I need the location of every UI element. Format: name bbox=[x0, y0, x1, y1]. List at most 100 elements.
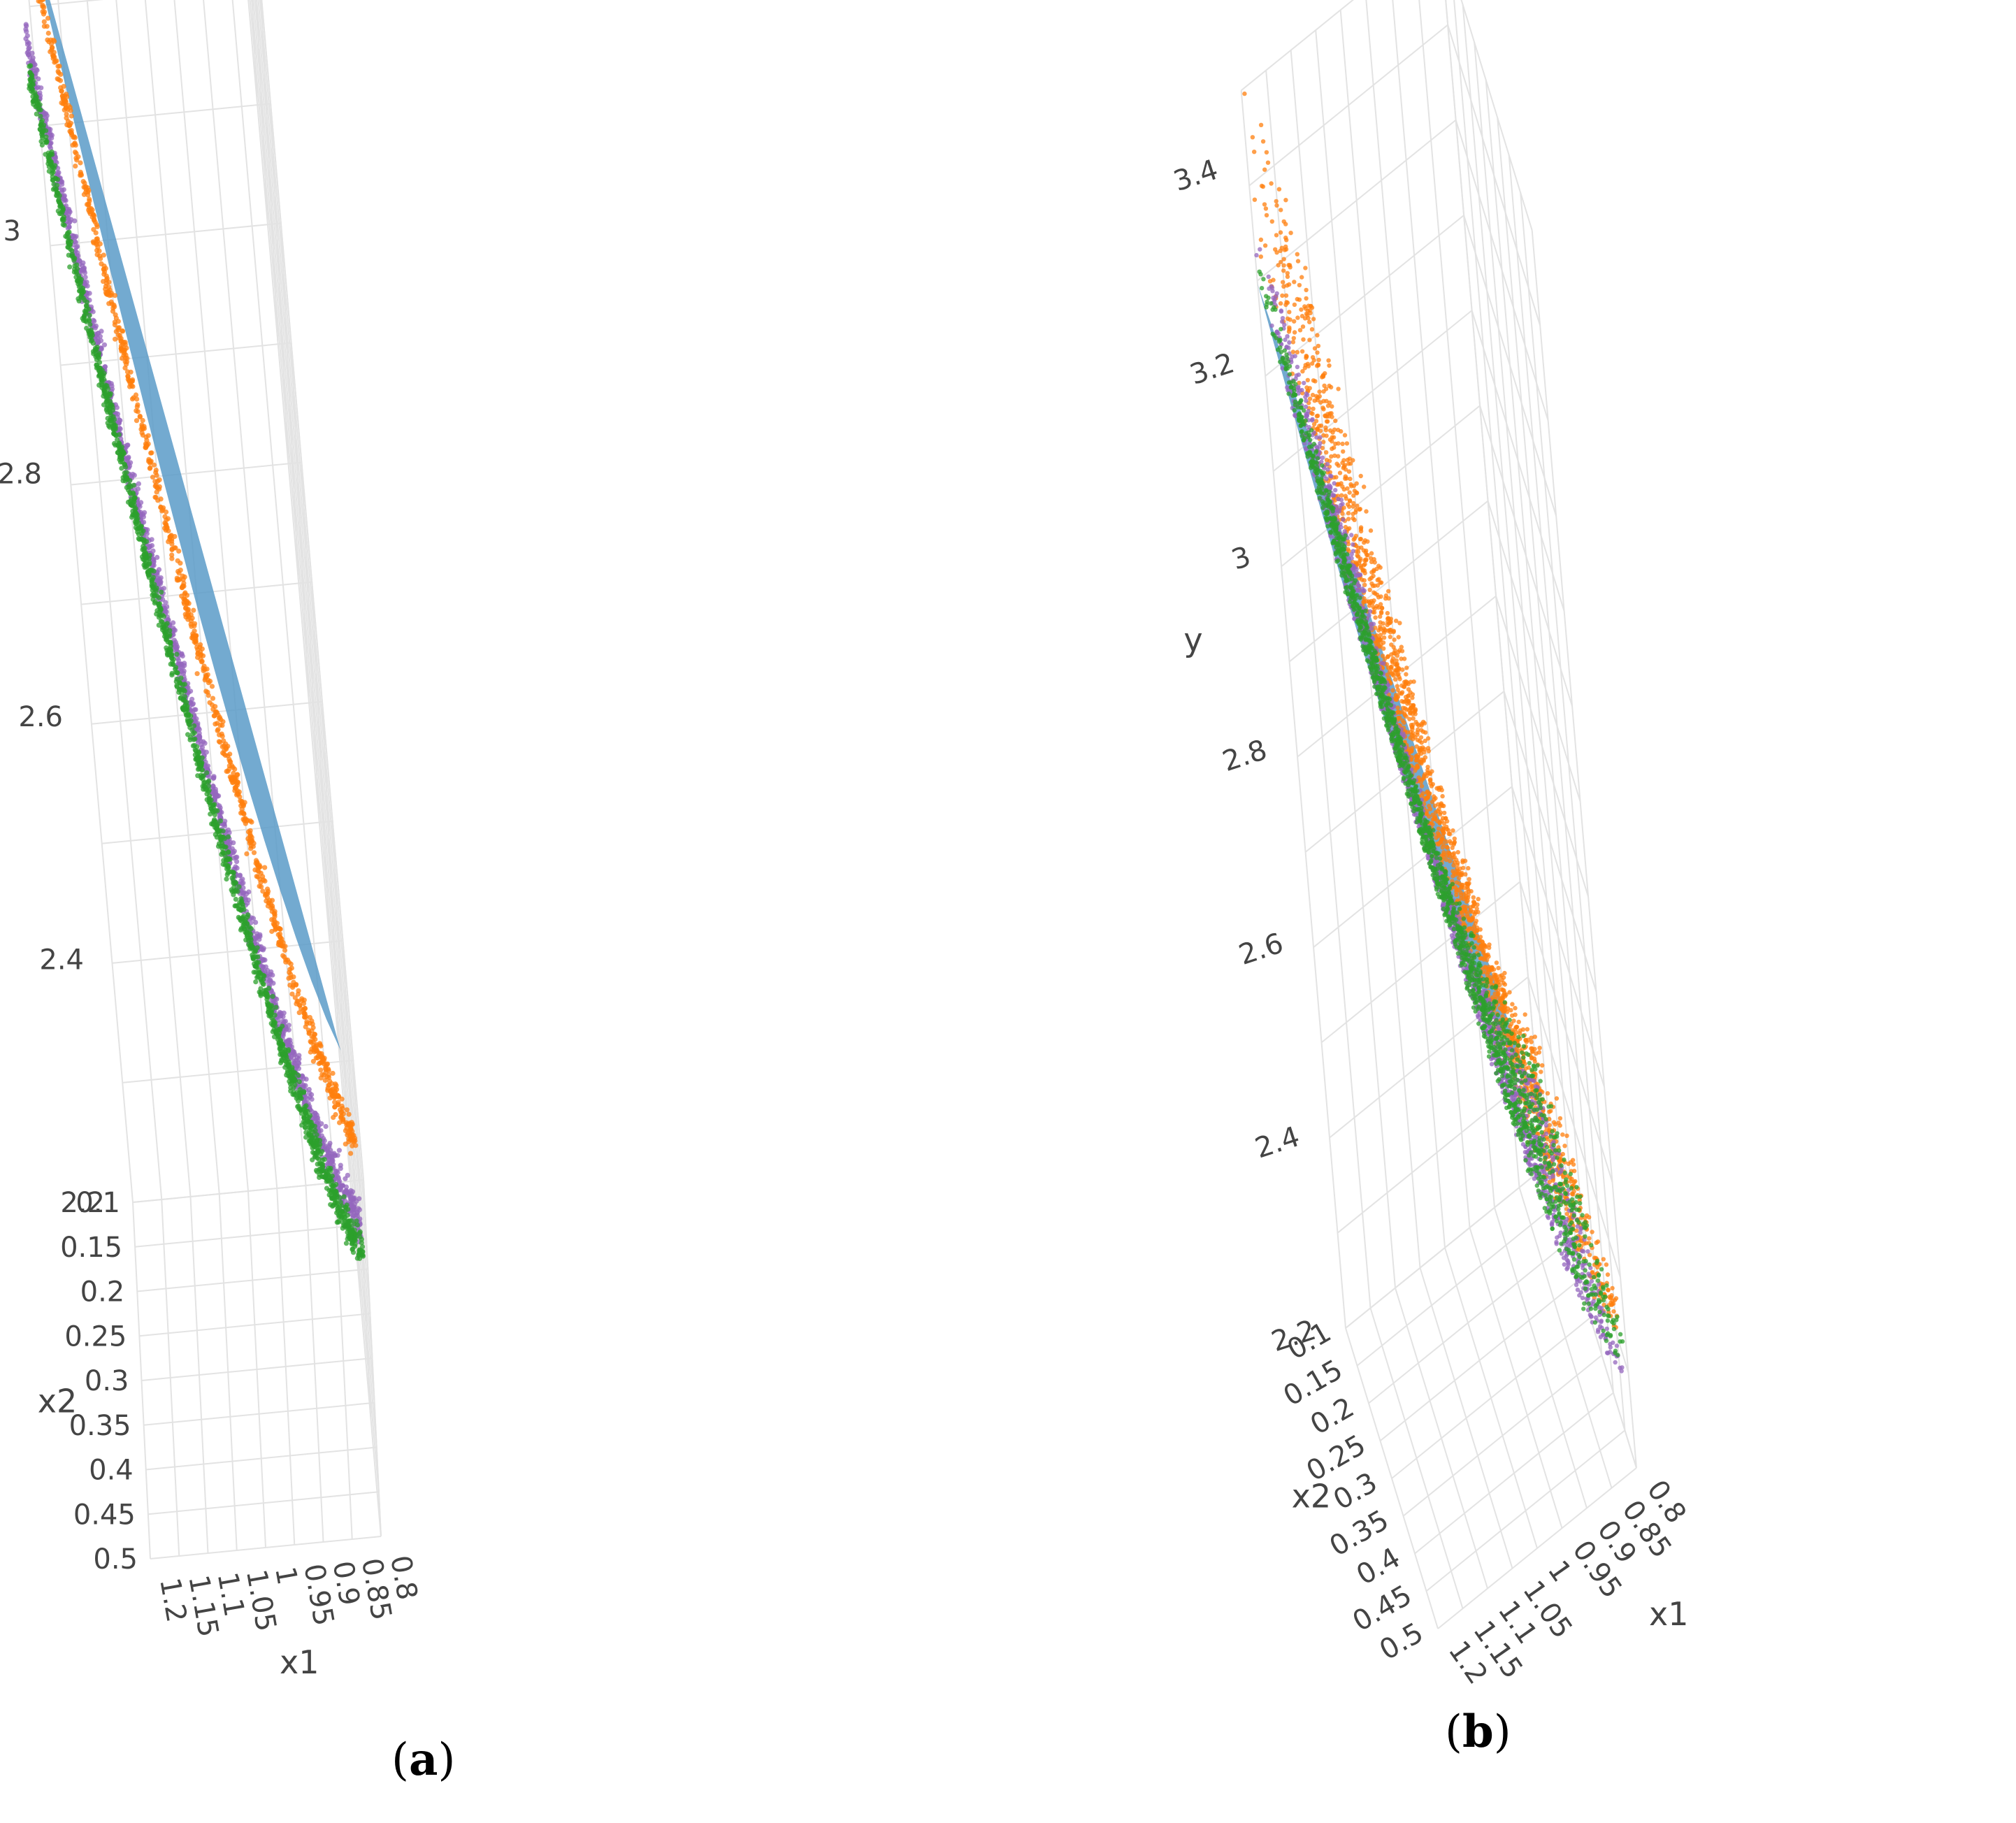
wall-grid-line bbox=[257, 0, 369, 1269]
green-point bbox=[78, 280, 84, 285]
orange-point bbox=[1281, 263, 1286, 268]
green-point bbox=[182, 689, 187, 694]
orange-point bbox=[1547, 1123, 1552, 1127]
orange-point bbox=[227, 758, 233, 764]
orange-point bbox=[311, 1045, 317, 1051]
green-point bbox=[292, 1078, 298, 1083]
orange-point bbox=[173, 545, 178, 551]
z-tick-label: 3 bbox=[3, 215, 21, 247]
orange-point bbox=[1547, 1179, 1552, 1185]
orange-point bbox=[101, 252, 106, 258]
orange-point bbox=[1381, 621, 1385, 626]
green-point bbox=[338, 1199, 343, 1205]
floor-grid-line bbox=[137, 1268, 368, 1292]
x2-tick-label: 0.45 bbox=[73, 1499, 136, 1531]
green-point bbox=[225, 857, 231, 863]
orange-point bbox=[1346, 517, 1351, 521]
orange-point bbox=[249, 835, 254, 840]
orange-point bbox=[94, 242, 99, 247]
orange-point bbox=[353, 1143, 359, 1148]
green-point bbox=[339, 1209, 345, 1215]
green-point bbox=[204, 770, 210, 776]
orange-point bbox=[123, 352, 129, 358]
orange-point bbox=[67, 129, 73, 134]
orange-point bbox=[64, 115, 69, 121]
purple-point bbox=[48, 127, 53, 132]
purple-point bbox=[202, 740, 208, 746]
orange-point bbox=[288, 961, 294, 967]
green-point bbox=[328, 1165, 333, 1171]
green-point bbox=[30, 82, 36, 87]
orange-point bbox=[1301, 337, 1306, 342]
orange-point bbox=[66, 103, 71, 108]
purple-point bbox=[231, 840, 236, 846]
floor-grid-line bbox=[135, 1223, 366, 1248]
green-point bbox=[62, 222, 67, 228]
green-point bbox=[108, 412, 114, 418]
green-point bbox=[159, 589, 164, 595]
purple-point bbox=[78, 268, 84, 273]
orange-point bbox=[320, 1059, 326, 1065]
orange-point bbox=[278, 926, 283, 932]
wall-grid-line bbox=[256, 0, 371, 1314]
green-point bbox=[124, 475, 129, 481]
green-point bbox=[301, 1119, 306, 1125]
orange-point bbox=[331, 1115, 336, 1121]
green-point bbox=[166, 649, 172, 655]
orange-point bbox=[1410, 696, 1415, 700]
orange-point bbox=[1427, 777, 1433, 782]
orange-point bbox=[1274, 199, 1279, 204]
wall-grid-line bbox=[86, 0, 192, 1197]
orange-point bbox=[335, 1093, 340, 1098]
orange-point bbox=[326, 1072, 331, 1078]
orange-point bbox=[1425, 765, 1430, 770]
orange-point bbox=[233, 775, 239, 781]
green-point bbox=[49, 171, 55, 176]
purple-point bbox=[261, 957, 266, 963]
z-grid-line bbox=[1265, 214, 1557, 517]
orange-point bbox=[1466, 865, 1471, 871]
purple-point bbox=[337, 1179, 343, 1184]
orange-point bbox=[118, 338, 124, 344]
orange-point bbox=[41, 19, 47, 24]
orange-point bbox=[1443, 857, 1449, 863]
green-point bbox=[156, 614, 161, 620]
green-point bbox=[248, 925, 254, 932]
wall-grid-line bbox=[250, 0, 377, 1448]
orange-point bbox=[317, 1042, 323, 1048]
orange-point bbox=[1369, 559, 1374, 565]
orange-point bbox=[258, 879, 264, 885]
purple-point bbox=[226, 830, 232, 835]
orange-point bbox=[1408, 690, 1413, 695]
orange-point bbox=[1340, 441, 1345, 447]
wall-grid-line bbox=[1240, 90, 1346, 1329]
orange-point bbox=[178, 561, 183, 566]
orange-point bbox=[1347, 526, 1352, 531]
green-point bbox=[152, 582, 157, 587]
orange-point bbox=[1419, 784, 1425, 788]
wall-grid-line bbox=[261, 0, 364, 1181]
plot-area: 2.22.42.62.833.23.40.10.150.20.250.30.35… bbox=[1169, 0, 1692, 1690]
green-point bbox=[43, 140, 49, 145]
series-orange-points bbox=[36, 0, 359, 1156]
green-point bbox=[50, 152, 55, 157]
orange-point bbox=[1410, 727, 1415, 732]
caption-a: (a) bbox=[391, 1734, 455, 1786]
green-point bbox=[156, 595, 161, 600]
orange-point bbox=[192, 628, 197, 634]
orange-point bbox=[230, 765, 236, 770]
orange-point bbox=[1404, 665, 1409, 670]
orange-point bbox=[45, 15, 51, 21]
green-point bbox=[296, 1106, 302, 1111]
x2-tick-label: 0.15 bbox=[60, 1232, 122, 1264]
floor-grid-line bbox=[1379, 1279, 1580, 1442]
orange-point bbox=[343, 1141, 348, 1147]
green-point bbox=[333, 1200, 338, 1206]
orange-point bbox=[1352, 489, 1358, 493]
z-grid-line bbox=[251, 0, 258, 102]
green-point bbox=[296, 1079, 302, 1085]
purple-point bbox=[240, 885, 246, 891]
orange-point bbox=[1378, 614, 1383, 619]
wall-grid-line bbox=[57, 0, 163, 1200]
orange-point bbox=[143, 445, 148, 450]
